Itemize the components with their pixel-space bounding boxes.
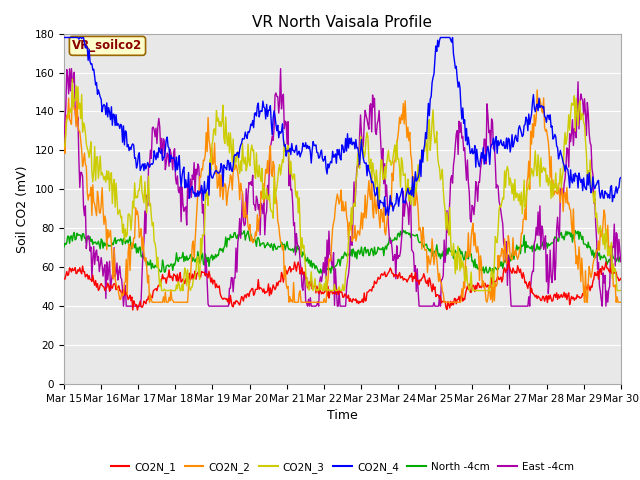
- Text: VR_soilco2: VR_soilco2: [72, 39, 143, 52]
- Legend: CO2N_1, CO2N_2, CO2N_3, CO2N_4, North -4cm, East -4cm: CO2N_1, CO2N_2, CO2N_3, CO2N_4, North -4…: [106, 457, 579, 477]
- Y-axis label: Soil CO2 (mV): Soil CO2 (mV): [16, 165, 29, 252]
- Title: VR North Vaisala Profile: VR North Vaisala Profile: [252, 15, 433, 30]
- X-axis label: Time: Time: [327, 409, 358, 422]
